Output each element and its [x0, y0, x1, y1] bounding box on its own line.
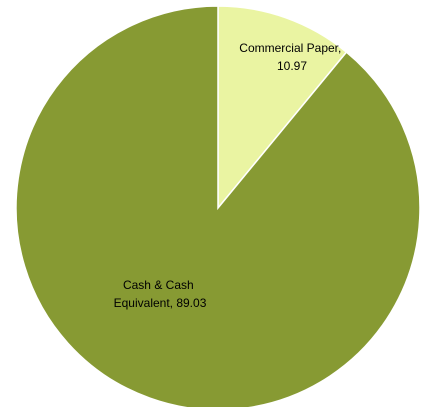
- pie-slice-cash-cash-equivalent: [15, 5, 421, 407]
- slice-label-cash-equivalent: Cash & Cash Equivalent, 89.03: [114, 278, 207, 310]
- pie-labels: Commercial Paper, 10.97 Cash & Cash Equi…: [114, 41, 344, 310]
- pie-slices: [15, 5, 421, 407]
- slice-label-cash-equivalent-line-2: Equivalent, 89.03: [114, 296, 207, 310]
- slice-label-cash-equivalent-line-1: Cash & Cash: [123, 278, 194, 292]
- slice-label-commercial-paper-line-1: Commercial Paper,: [239, 41, 341, 55]
- pie-slice-commercial-paper: [217, 5, 348, 211]
- slice-label-commercial-paper-line-2: 10.97: [277, 59, 307, 73]
- slice-label-commercial-paper: Commercial Paper, 10.97: [239, 41, 344, 73]
